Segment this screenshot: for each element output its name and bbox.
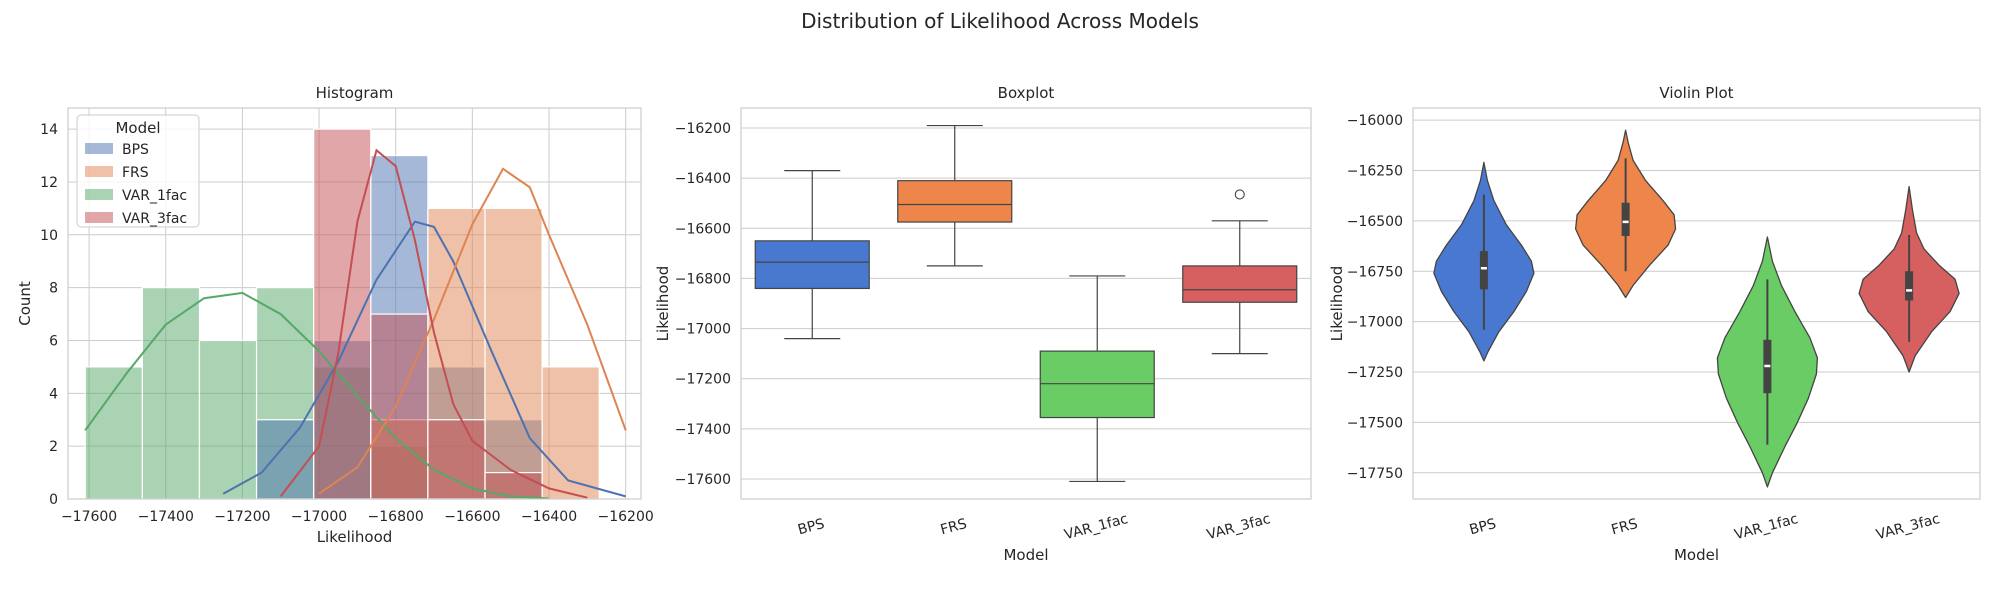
- figure-title: Distribution of Likelihood Across Models: [801, 9, 1199, 33]
- box-var_3fac: [1182, 265, 1298, 303]
- axes-frame: [1412, 107, 1981, 500]
- x-tick-label-bps: BPS: [1468, 516, 1498, 538]
- y-tick-label: −16200: [675, 121, 731, 137]
- y-tick-label: 6: [49, 333, 58, 349]
- y-axis-label: Count: [16, 281, 34, 326]
- x-tick-label: −16600: [444, 509, 500, 525]
- y-tick-label: −16600: [675, 221, 731, 237]
- hist-bar-var_3fac: [484, 471, 543, 500]
- y-tick-label: 14: [40, 122, 58, 138]
- y-tick-label: 4: [49, 386, 58, 402]
- histogram-title: Histogram: [316, 84, 394, 102]
- axes-frame: [740, 107, 1312, 500]
- y-tick-label: 12: [40, 175, 58, 191]
- x-tick-label-var_1fac: VAR_1fac: [1733, 511, 1800, 543]
- hist-bar-var_1fac: [198, 339, 258, 500]
- violin-iqr-bps: [1479, 251, 1488, 290]
- outlier-var_3fac: [1234, 189, 1245, 200]
- boxplot-panel: −17600 −17400 −17200 −17000 −16800 −16600 −164…: [654, 84, 1312, 564]
- x-tick-label: −16800: [368, 509, 424, 525]
- legend-entry-var_1fac: VAR_1fac: [122, 188, 187, 204]
- histogram-panel: −17600 −17400 −17200 −17000 −16800 −16600 −164…: [16, 84, 654, 546]
- x-tick-label: −16400: [521, 509, 577, 525]
- hist-bar-var_3fac: [313, 128, 372, 500]
- violin-iqr-frs: [1621, 202, 1630, 236]
- legend-swatch-var_1fac: [85, 189, 113, 200]
- hist-bar-var_3fac: [370, 313, 429, 500]
- y-tick-label: 10: [40, 228, 58, 244]
- kde-line-var_1fac: [84, 291, 550, 500]
- legend-entry-frs: FRS: [122, 165, 149, 181]
- x-tick-label: −17200: [214, 509, 270, 525]
- y-tick-label: −17000: [1347, 315, 1403, 331]
- violin-iqr-var_3fac: [1905, 271, 1914, 301]
- x-axis-label: Model: [1674, 546, 1719, 564]
- y-tick-label: 8: [49, 281, 58, 297]
- y-tick-label: −17750: [1347, 466, 1403, 482]
- box-frs: [897, 180, 1013, 223]
- boxplot-title: Boxplot: [998, 84, 1055, 102]
- legend-swatch-var_3fac: [85, 212, 113, 223]
- legend-entry-var_3fac: VAR_3fac: [122, 211, 187, 227]
- y-tick-label: −16000: [1347, 113, 1403, 129]
- x-tick-label-var_3fac: VAR_3fac: [1205, 511, 1272, 543]
- x-axis-label: Likelihood: [317, 528, 393, 546]
- x-tick-label-var_1fac: VAR_1fac: [1063, 511, 1130, 543]
- y-tick-label: −17200: [675, 372, 731, 388]
- y-tick-label: −16750: [1347, 264, 1403, 280]
- legend-swatch-bps: [85, 143, 113, 154]
- y-tick-label: −16250: [1347, 163, 1403, 179]
- x-tick-label: −17400: [138, 509, 194, 525]
- axes-frame: [67, 107, 642, 500]
- legend-swatch-frs: [85, 166, 113, 177]
- x-tick-label: −17000: [291, 509, 347, 525]
- x-tick-label: −16200: [598, 509, 654, 525]
- legend-entry-bps: BPS: [122, 142, 149, 158]
- y-tick-label: 2: [49, 439, 58, 455]
- hist-bar-var_1fac: [141, 287, 201, 500]
- y-tick-label: −17000: [675, 322, 731, 338]
- y-tick-label: −17400: [675, 422, 731, 438]
- x-tick-label: −17600: [61, 509, 117, 525]
- x-tick-label-var_3fac: VAR_3fac: [1875, 511, 1942, 543]
- kde-line-var_3fac: [279, 148, 588, 499]
- y-tick-label: −16500: [1347, 214, 1403, 230]
- y-tick-label: −17500: [1347, 415, 1403, 431]
- y-axis-label: Likelihood: [1328, 266, 1346, 342]
- box-bps: [754, 240, 870, 290]
- hist-bar-frs: [484, 207, 543, 500]
- box-var_1fac: [1039, 350, 1155, 419]
- y-axis-label: Likelihood: [654, 266, 672, 342]
- y-tick-label: −17600: [675, 472, 731, 488]
- hist-bar-frs: [541, 366, 600, 500]
- x-tick-label-frs: FRS: [939, 516, 969, 538]
- x-axis-label: Model: [1003, 546, 1048, 564]
- y-tick-label: −16800: [675, 271, 731, 287]
- kde-line-frs: [318, 167, 627, 495]
- y-tick-label: −16400: [675, 171, 731, 187]
- hist-bar-var_3fac: [427, 419, 486, 500]
- hist-bar-var_1fac: [84, 366, 143, 500]
- x-tick-label-bps: BPS: [796, 516, 826, 538]
- y-tick-label: −17250: [1347, 365, 1403, 381]
- legend: Model BPS FRS VAR_1fac VAR_3fac: [76, 114, 200, 228]
- violin-title: Violin Plot: [1659, 84, 1733, 102]
- violin-plot-panel: −17750 −17500 −17250 −17000 −16750 −16500 −162…: [1328, 84, 1981, 564]
- y-tick-label: 0: [49, 492, 58, 508]
- hist-bar-bps: [255, 419, 315, 500]
- x-tick-label-frs: FRS: [1610, 516, 1640, 538]
- legend-title: Model: [115, 119, 160, 137]
- kde-line-bps: [222, 220, 626, 498]
